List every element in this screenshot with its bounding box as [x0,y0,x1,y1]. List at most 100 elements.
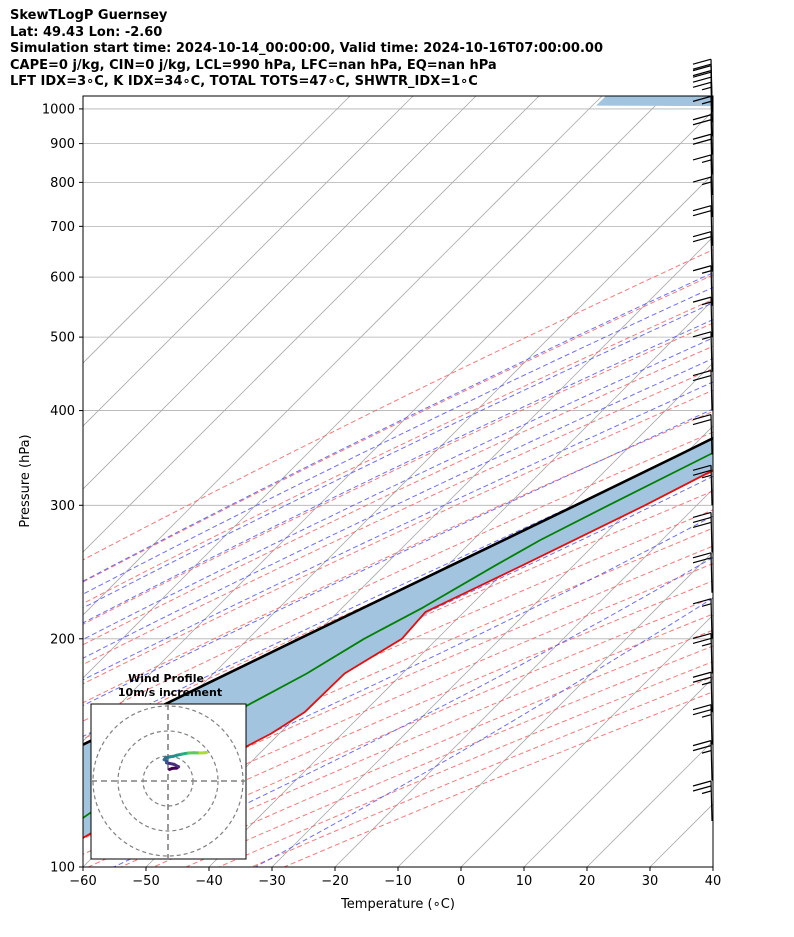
isotherm-line [397,551,713,867]
wind-barb-flag [692,516,712,523]
stability-indices-2: LFT IDX=3∘C, K IDX=34∘C, TOTAL TOTS=47∘C… [10,74,478,89]
y-tick-label: 600 [50,271,75,286]
wind-barb-flag [692,632,712,640]
isotherm-line [460,614,713,867]
chart-header: SkewTLogP Guernsey Lat: 49.43 Lon: -2.60… [10,8,790,91]
isotherm-line [83,110,713,742]
isotherm-line [83,96,351,364]
wind-barb [692,671,713,713]
wind-barb-flag [692,58,712,65]
wind-barb-flag [692,176,712,183]
wind-barb-staff [710,205,713,246]
temperature-profile-line [83,469,713,839]
wind-barb-flag [692,785,712,792]
wind-barb-half-flag [701,181,712,186]
wind-barb [692,176,713,218]
wind-barb-flag [692,265,712,272]
wind-barb-flag [692,370,712,377]
wind-barb-flag [692,114,712,121]
wind-barb [692,598,713,639]
wind-barb [692,296,713,338]
wind-barb-flag [692,704,712,711]
wind-barb-flag [692,521,712,528]
inset-subtitle: 10m/s increment [118,686,222,699]
x-tick-label: 10 [516,874,533,889]
y-tick-label: 100 [50,861,75,876]
dry-adiabat-line [83,509,713,792]
x-tick-label: 40 [705,874,722,889]
dry-adiabat-line [153,629,713,867]
wind-barb-flag [692,469,712,476]
chart-title: SkewTLogP Guernsey [10,8,168,23]
simulation-times: Simulation start time: 2024-10-14_00:00:… [10,41,603,56]
wind-barb-half-flag [701,270,712,274]
wind-barb-flag [692,331,712,338]
wind-barb-staff [710,297,713,338]
wind-barb-staff [710,331,713,372]
dry-adiabat-line [83,322,713,625]
isotherm-line [83,96,540,553]
isotherm-line [712,866,713,867]
moist-adiabat-line [83,319,713,624]
wind-barb-flag [692,552,712,559]
station-coordinates: Lat: 49.43 Lon: -2.60 [10,24,163,40]
wind-barb-flag [692,671,712,678]
moist-adiabat-line [83,381,713,681]
isotherm-line [776,96,794,867]
isotherm-line [523,677,713,867]
inset-speed-ring [117,730,219,832]
wind-barb [692,704,713,745]
wind-barb-staff [710,231,713,272]
wind-barb-half-flag [701,301,712,306]
moist-adiabat-line [83,272,713,582]
parcel-profile-line [83,436,713,747]
x-tick-label: −10 [384,874,411,889]
wind-barb-half-flag [701,714,712,718]
wind-barb-staff [710,672,713,713]
wind-barb-flag [692,296,712,303]
moist-adiabat-line [83,475,713,775]
wind-barb [692,464,713,506]
wind-barb-half-flag [701,790,712,795]
wind-barb [692,154,713,195]
wind-barb-flag [692,511,712,518]
y-tick-label: 800 [50,176,75,191]
moist-adiabat-line [83,408,713,707]
wind-barb-half-flag [701,100,712,105]
x-tick-label: −40 [195,874,222,889]
wind-barb-flag [692,598,712,605]
x-tick-label: −60 [69,874,96,889]
wind-barb-staff [710,177,713,218]
wind-barb-half-flag [701,681,712,686]
wind-barb-flag [692,205,712,212]
wind-barb [692,265,713,306]
wind-barb-flag [692,95,712,102]
isotherm-line [83,96,414,427]
wind-barb-flag [692,375,712,382]
wind-barb-flag [692,65,712,72]
wind-barb-flag [692,133,712,140]
wind-barb-flag [692,413,712,421]
wind-barb [692,370,713,411]
wind-barb-staff [710,512,713,553]
inset-title: Wind Profile [128,672,204,685]
wind-barb-flag [692,676,712,683]
x-tick-label: −30 [258,874,285,889]
y-tick-label: 500 [50,331,75,346]
wind-barb-flag [692,70,712,77]
wind-barb-flag [692,81,712,88]
wind-barb-half-flag [701,750,712,754]
wind-barb-flag [692,464,712,471]
wind-barb-staff [710,704,713,745]
wind-barb-flag [692,138,712,145]
wind-barb-flag [692,210,712,217]
isotherm-line [83,96,603,616]
isotherm-line [83,96,477,490]
wind-barb [692,205,713,246]
wind-barb [692,552,713,593]
wind-barb [692,133,713,175]
wind-barb-flag [692,154,712,161]
wind-barb-staff [710,740,713,781]
isotherm-line [334,488,713,867]
wind-barb-staff [710,598,713,639]
